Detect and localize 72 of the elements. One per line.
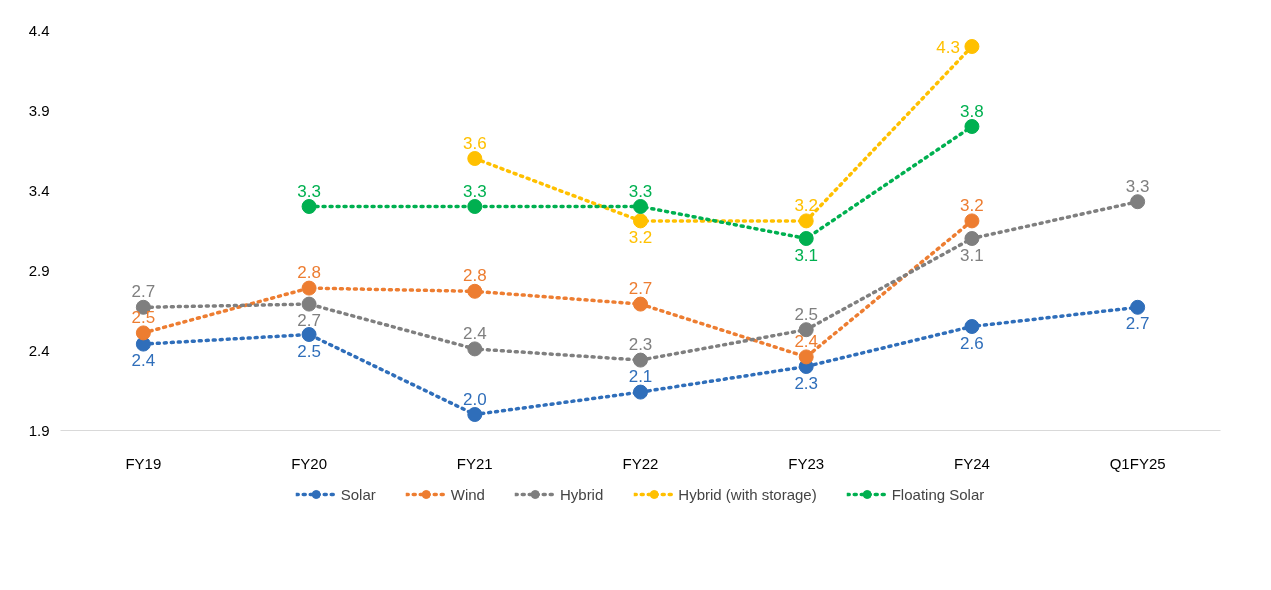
data-label: 3.3 <box>1125 176 1150 196</box>
y-tick-label: 3.9 <box>28 101 50 119</box>
y-tick-label: 2.4 <box>28 341 50 359</box>
data-label: 2.5 <box>794 304 819 324</box>
point <box>964 213 980 229</box>
point <box>467 407 483 422</box>
data-label: 2.8 <box>462 266 487 286</box>
point <box>1130 194 1146 210</box>
data-label: 2.5 <box>131 307 156 327</box>
data-label: 2.0 <box>462 389 487 409</box>
point <box>798 349 814 365</box>
data-label: 2.1 <box>628 367 653 387</box>
legend-label: Floating Solar <box>891 485 985 503</box>
point <box>798 213 814 229</box>
point <box>301 199 317 214</box>
data-label: 3.8 <box>960 101 984 121</box>
data-label: 3.2 <box>794 195 819 215</box>
point <box>798 231 814 246</box>
x-tick-label: FY24 <box>954 454 990 472</box>
data-label: 3.3 <box>462 181 487 201</box>
data-label: 2.7 <box>1125 314 1150 334</box>
data-label: 3.1 <box>794 245 819 265</box>
legend-label: Solar <box>340 485 376 503</box>
point <box>301 280 317 296</box>
y-tick-label: 3.4 <box>28 181 50 199</box>
point <box>1130 299 1146 315</box>
data-label: 3.6 <box>462 133 487 153</box>
data-label: 3.3 <box>628 181 653 201</box>
y-tick-label: 1.9 <box>28 421 50 439</box>
data-label: 2.7 <box>628 279 653 299</box>
data-label: 3.2 <box>628 227 653 247</box>
point <box>633 213 648 229</box>
x-tick-label: Q1FY25 <box>1109 454 1166 472</box>
y-tick-label: 2.9 <box>28 261 50 279</box>
point <box>633 352 648 368</box>
x-tick-label: FY19 <box>125 454 162 472</box>
point <box>633 296 648 312</box>
x-tick-label: FY21 <box>456 454 493 472</box>
point <box>467 341 483 357</box>
data-label: 2.4 <box>462 323 487 343</box>
data-label: 2.5 <box>297 341 321 361</box>
data-label: 2.3 <box>794 373 819 393</box>
data-label: 4.3 <box>936 37 960 57</box>
point <box>964 231 980 246</box>
data-label: 2.4 <box>131 351 156 371</box>
data-label: 2.7 <box>131 282 156 302</box>
data-label: 2.3 <box>628 335 653 355</box>
data-label: 3.3 <box>297 181 321 201</box>
x-tick-label: FY20 <box>291 454 327 472</box>
data-label: 2.8 <box>297 263 321 283</box>
point <box>467 151 483 166</box>
point <box>301 296 317 312</box>
data-label: 2.6 <box>960 333 984 353</box>
x-tick-label: FY22 <box>622 454 659 472</box>
legend-label: Hybrid <box>559 485 604 503</box>
data-label: 3.1 <box>960 245 984 265</box>
y-tick-label: 4.4 <box>28 21 50 39</box>
point <box>964 319 980 334</box>
legend-label: Wind <box>450 485 485 503</box>
data-label: 3.2 <box>960 195 984 215</box>
point <box>964 39 980 54</box>
point <box>633 199 648 214</box>
data-label: 2.4 <box>794 331 819 351</box>
point <box>633 384 648 400</box>
point <box>301 327 317 342</box>
legend-label: Hybrid (with storage) <box>678 485 817 503</box>
point <box>467 199 483 214</box>
point <box>467 283 483 299</box>
x-tick-label: FY23 <box>788 454 825 472</box>
point <box>964 119 980 134</box>
point <box>135 325 151 341</box>
data-label: 2.7 <box>297 311 321 331</box>
